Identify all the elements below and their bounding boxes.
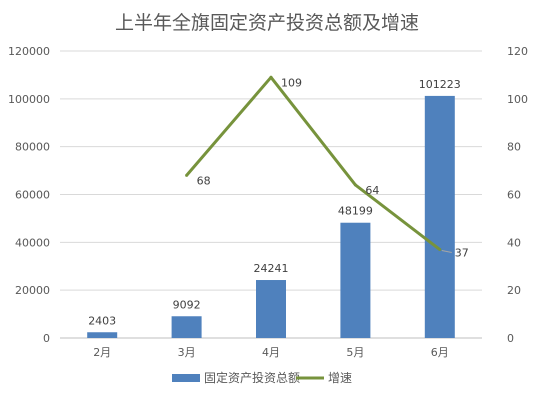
y-right-tick-label: 60 [507, 189, 521, 202]
y-right-tick-label: 100 [507, 93, 528, 106]
y-right-tick-label: 120 [507, 45, 528, 58]
y-left-tick-label: 0 [43, 332, 50, 345]
bar [87, 332, 118, 338]
legend-label: 固定资产投资总额 [204, 370, 300, 385]
bar-data-label: 101223 [419, 78, 461, 91]
bar [424, 95, 455, 338]
chart-title: 上半年全旗固定资产投资总额及增速 [114, 12, 419, 34]
x-tick-label: 5月 [346, 346, 364, 359]
line-point [269, 75, 273, 79]
bar [256, 280, 286, 338]
bar [340, 222, 371, 338]
line-point [353, 183, 357, 187]
line-point [185, 173, 189, 177]
legend-label: 增速 [328, 371, 352, 385]
bar [171, 316, 202, 338]
y-right-tick-label: 80 [507, 141, 521, 154]
line-data-label: 37 [455, 247, 469, 260]
y-right-tick-label: 20 [507, 284, 521, 297]
legend-swatch-bar [172, 374, 200, 382]
x-tick-label: 6月 [431, 346, 449, 359]
y-left-tick-label: 60000 [15, 189, 50, 202]
bar-data-label: 48199 [338, 205, 373, 218]
y-right-tick-label: 40 [507, 236, 521, 249]
bar-data-label: 24241 [254, 262, 289, 275]
y-left-tick-label: 40000 [15, 236, 50, 249]
y-right-tick-label: 0 [507, 332, 514, 345]
line-point [438, 248, 442, 252]
y-left-tick-label: 20000 [15, 284, 50, 297]
x-tick-label: 3月 [178, 346, 196, 359]
line-data-label: 68 [197, 174, 211, 187]
bar-data-label: 2403 [88, 314, 116, 327]
line-data-label: 109 [281, 76, 302, 89]
bar-data-label: 9092 [173, 298, 201, 311]
x-tick-label: 4月 [262, 346, 280, 359]
y-left-tick-label: 100000 [8, 93, 50, 106]
line-data-label: 64 [365, 184, 379, 197]
growth-line [185, 75, 441, 251]
y-left-tick-label: 120000 [8, 45, 50, 58]
y-left-tick-label: 80000 [15, 141, 50, 154]
line-label-leader [441, 250, 452, 253]
x-tick-label: 2月 [93, 346, 111, 359]
